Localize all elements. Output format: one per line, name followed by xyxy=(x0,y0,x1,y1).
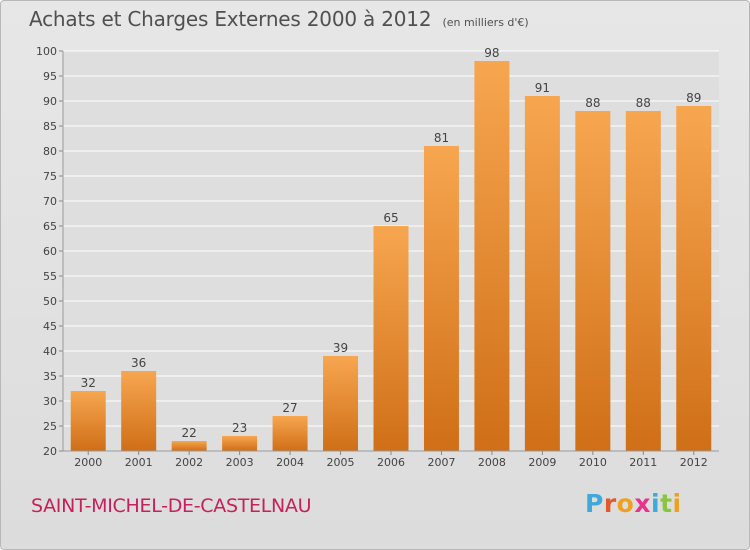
chart-unit-label: (en milliers d'€) xyxy=(442,16,529,29)
y-tick-label: 80 xyxy=(43,145,57,158)
data-label: 23 xyxy=(232,421,247,435)
x-tick-label: 2010 xyxy=(579,456,607,469)
logo-letter: r xyxy=(603,489,617,518)
data-label: 89 xyxy=(686,91,701,105)
x-tick-label: 2009 xyxy=(528,456,556,469)
chart-title-row: Achats et Charges Externes 2000 à 2012 (… xyxy=(29,7,529,31)
logo-letter: t xyxy=(660,489,673,518)
y-tick-label: 25 xyxy=(43,420,57,433)
x-tick-label: 2012 xyxy=(680,456,708,469)
x-tick-label: 2006 xyxy=(377,456,405,469)
logo-letter: i xyxy=(672,489,682,518)
data-label: 91 xyxy=(535,81,550,95)
logo-letter: i xyxy=(651,489,661,518)
y-tick-label: 70 xyxy=(43,195,57,208)
y-tick-label: 50 xyxy=(43,295,57,308)
y-tick-label: 95 xyxy=(43,70,57,83)
data-label: 88 xyxy=(636,96,651,110)
chart-title: Achats et Charges Externes 2000 à 2012 xyxy=(29,7,432,31)
y-tick-label: 75 xyxy=(43,170,57,183)
bar xyxy=(474,61,510,451)
bar xyxy=(524,96,560,451)
y-tick-label: 40 xyxy=(43,345,57,358)
proxiti-logo[interactable]: Proxiti xyxy=(585,489,682,518)
bars xyxy=(70,61,712,451)
bar xyxy=(423,146,459,451)
data-label: 98 xyxy=(484,46,499,60)
x-tick-label: 2002 xyxy=(175,456,203,469)
y-tick-label: 85 xyxy=(43,120,57,133)
x-tick-label: 2004 xyxy=(276,456,304,469)
y-tick-label: 35 xyxy=(43,370,57,383)
x-tick-label: 2001 xyxy=(125,456,153,469)
data-label: 81 xyxy=(434,131,449,145)
x-tick-label: 2008 xyxy=(478,456,506,469)
x-tick-label: 2005 xyxy=(327,456,355,469)
data-label: 27 xyxy=(282,401,297,415)
bar xyxy=(70,391,106,451)
y-tick-label: 20 xyxy=(43,445,57,458)
bar xyxy=(625,111,661,451)
y-tick-label: 60 xyxy=(43,245,57,258)
y-tick-label: 45 xyxy=(43,320,57,333)
bar xyxy=(575,111,611,451)
data-label: 36 xyxy=(131,356,146,370)
y-tick-label: 90 xyxy=(43,95,57,108)
data-label: 65 xyxy=(383,211,398,225)
data-label: 39 xyxy=(333,341,348,355)
x-tick-label: 2011 xyxy=(629,456,657,469)
logo-letter: P xyxy=(585,489,604,518)
y-tick-label: 55 xyxy=(43,270,57,283)
bar xyxy=(222,436,258,451)
bar xyxy=(676,106,712,451)
bar xyxy=(171,441,207,451)
y-tick-label: 30 xyxy=(43,395,57,408)
bar xyxy=(272,416,308,451)
data-label: 22 xyxy=(182,426,197,440)
data-labels: 32 36 22 23 27 39 65 81 98 91 88 88 89 xyxy=(81,46,702,440)
data-label: 88 xyxy=(585,96,600,110)
logo-letter: x xyxy=(634,489,651,518)
y-tick-label: 100 xyxy=(36,45,57,58)
place-name: SAINT-MICHEL-DE-CASTELNAU xyxy=(31,495,312,517)
data-label: 32 xyxy=(81,376,96,390)
x-tick-label: 2003 xyxy=(226,456,254,469)
y-tick-label: 65 xyxy=(43,220,57,233)
logo-letter: o xyxy=(616,489,635,518)
x-axis-ticks: 2000 2001 2002 2003 2004 2005 2006 2007 2008 2009… xyxy=(74,451,708,469)
x-tick-label: 2000 xyxy=(74,456,102,469)
bar xyxy=(121,371,157,451)
x-tick-label: 2007 xyxy=(427,456,455,469)
bar xyxy=(323,356,359,451)
bar xyxy=(373,226,409,451)
